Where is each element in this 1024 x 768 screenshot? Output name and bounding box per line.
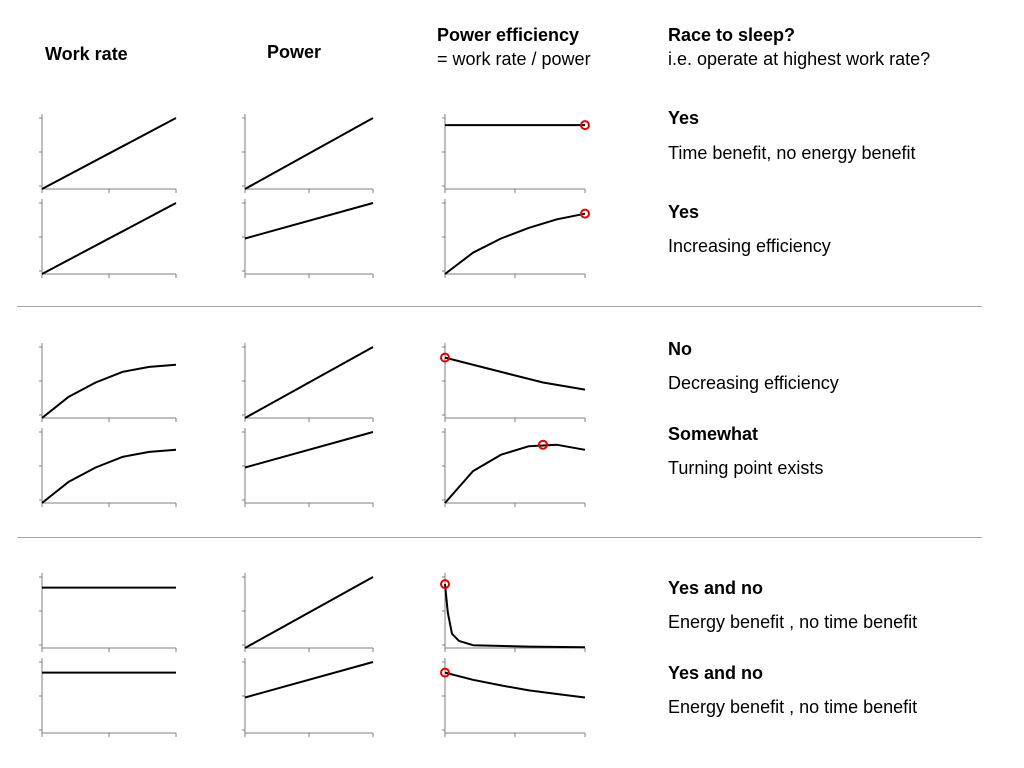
row-2-description: Increasing efficiency <box>668 236 831 256</box>
row-4-efficiency-optimum-marker <box>538 439 548 450</box>
row-5-power-curve <box>244 576 374 649</box>
header-race-to-sleep-subtitle: i.e. operate at highest work rate? <box>668 49 931 69</box>
row-6-power-curve <box>244 661 374 699</box>
row-2-work-rate-curve <box>41 202 177 275</box>
row-5-answer: Yes and no <box>668 578 764 598</box>
row-2-efficiency-optimum-marker <box>580 208 590 219</box>
row-3-efficiency-curve <box>444 356 586 391</box>
row-1-description: Time benefit, no energy benefit <box>668 143 916 163</box>
header-power: Power <box>267 42 322 62</box>
row-4-work-rate-curve <box>41 448 177 504</box>
row-3-work-rate-curve <box>41 363 177 419</box>
row-4-power-curve <box>244 431 374 469</box>
row-5-efficiency-optimum-marker <box>440 579 450 590</box>
row-6-description: Energy benefit , no time benefit <box>668 697 918 717</box>
row-6-answer: Yes and no <box>668 663 764 683</box>
row-3-efficiency-optimum-marker <box>440 352 450 363</box>
row-1-answer: Yes <box>668 108 700 128</box>
row-3-description: Decreasing efficiency <box>668 373 839 393</box>
row-2-efficiency-curve <box>444 212 586 275</box>
row-1-efficiency-optimum-marker <box>580 120 590 131</box>
divider-bottom <box>17 537 982 538</box>
row-6-efficiency-curve <box>444 671 586 699</box>
row-5-efficiency-curve <box>444 584 586 649</box>
row-5-description: Energy benefit , no time benefit <box>668 612 918 632</box>
row-2-power-curve <box>244 202 374 240</box>
row-1-power-curve <box>244 117 374 190</box>
row-4-answer: Somewhat <box>668 424 759 444</box>
row-1-work-rate-curve <box>41 117 177 190</box>
row-2-answer: Yes <box>668 202 700 222</box>
row-4-efficiency-curve <box>444 443 586 504</box>
row-6-efficiency-optimum-marker <box>440 667 450 678</box>
row-4-description: Turning point exists <box>668 458 824 478</box>
divider-top <box>17 306 982 307</box>
header-power-efficiency: Power efficiency <box>437 25 580 45</box>
row-3-answer: No <box>668 339 692 359</box>
header-work-rate: Work rate <box>45 44 128 64</box>
header-race-to-sleep: Race to sleep? <box>668 25 796 45</box>
header-power-efficiency-formula: = work rate / power <box>437 49 591 69</box>
row-3-power-curve <box>244 346 374 419</box>
